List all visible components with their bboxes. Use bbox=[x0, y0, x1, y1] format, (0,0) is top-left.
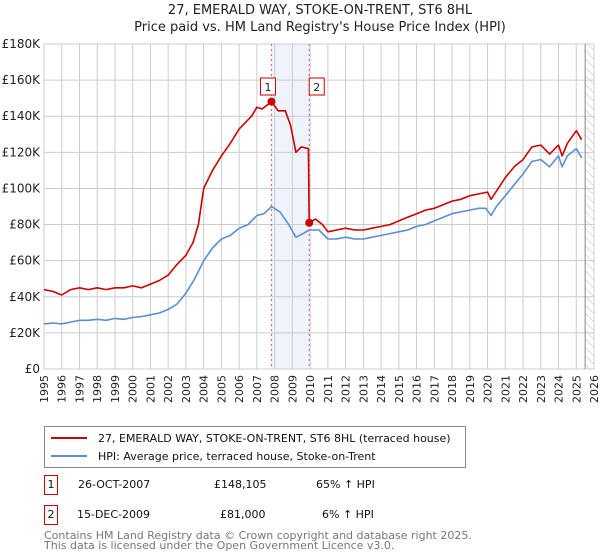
legend-swatch-hpi bbox=[51, 455, 87, 457]
x-tick-label: 2010 bbox=[304, 375, 317, 403]
sale-label: 1 bbox=[264, 81, 271, 94]
hpi-line bbox=[43, 147, 583, 325]
x-tick-label: 2015 bbox=[393, 375, 406, 403]
x-tick-label: 2005 bbox=[215, 375, 228, 403]
legend-item-property: 27, EMERALD WAY, STOKE-ON-TRENT, ST6 8HL… bbox=[51, 430, 451, 446]
y-tick-label: £0 bbox=[25, 362, 40, 376]
x-tick-label: 2009 bbox=[286, 375, 299, 403]
x-tick-label: 2022 bbox=[517, 375, 530, 403]
x-tick-label: 2002 bbox=[162, 375, 175, 403]
plot-area bbox=[44, 44, 594, 369]
footer: Contains HM Land Registry data © Crown c… bbox=[44, 529, 472, 552]
x-tick-label: 2003 bbox=[180, 375, 193, 403]
x-tick-label: 2014 bbox=[375, 375, 388, 403]
y-tick-label: £140K bbox=[2, 109, 42, 123]
sale-date: 15-DEC-2009 bbox=[77, 508, 151, 521]
legend-item-hpi: HPI: Average price, terraced house, Stok… bbox=[51, 448, 376, 464]
y-tick-label: £60K bbox=[9, 254, 41, 268]
y-tick-label: £100K bbox=[2, 181, 42, 195]
y-tick-label: £160K bbox=[2, 73, 42, 87]
x-tick-label: 2007 bbox=[251, 375, 264, 403]
x-tick-label: 2026 bbox=[588, 375, 600, 403]
ownership-shade bbox=[271, 44, 310, 369]
x-tick-label: 2025 bbox=[570, 375, 583, 403]
y-tick-label: £120K bbox=[2, 145, 42, 159]
x-tick-label: 2011 bbox=[322, 375, 335, 403]
sale-row-1: 1 26-OCT-2007 £148,105 65% ↑ HPI bbox=[44, 475, 444, 495]
sale-row-2: 2 15-DEC-2009 £81,000 6% ↑ HPI bbox=[44, 505, 444, 525]
x-tick-label: 2021 bbox=[499, 375, 512, 403]
legend: 27, EMERALD WAY, STOKE-ON-TRENT, ST6 8HL… bbox=[44, 426, 466, 468]
x-tick-label: 2019 bbox=[464, 375, 477, 403]
chart-title: 27, EMERALD WAY, STOKE-ON-TRENT, ST6 8HL bbox=[167, 3, 473, 18]
x-tick-label: 2018 bbox=[446, 375, 459, 403]
sale-label: 2 bbox=[313, 81, 320, 94]
sale-point bbox=[305, 218, 314, 227]
x-tick-label: 2004 bbox=[198, 375, 211, 403]
footer-copyright: Contains HM Land Registry data © Crown c… bbox=[44, 529, 472, 542]
x-tick-label: 1996 bbox=[56, 375, 69, 403]
property-price-line bbox=[43, 100, 583, 296]
y-tick-label: £40K bbox=[9, 290, 41, 304]
sale-hpi-change: 65% ↑ HPI bbox=[316, 478, 375, 491]
y-tick-label: £180K bbox=[2, 37, 42, 51]
legend-label-property: 27, EMERALD WAY, STOKE-ON-TRENT, ST6 8HL… bbox=[98, 431, 451, 445]
x-tick-label: 2020 bbox=[482, 375, 495, 403]
legend-swatch-property bbox=[51, 437, 87, 439]
sale-price: £148,105 bbox=[214, 478, 267, 491]
sale-point bbox=[267, 97, 276, 106]
sale-hpi-change: 6% ↑ HPI bbox=[322, 508, 374, 521]
x-tick-label: 1999 bbox=[109, 375, 122, 403]
y-tick-label: £80K bbox=[9, 218, 41, 232]
x-tick-label: 2001 bbox=[144, 375, 157, 403]
x-tick-label: 2013 bbox=[357, 375, 370, 403]
x-tick-label: 2017 bbox=[428, 375, 441, 403]
forecast-hatch bbox=[585, 44, 594, 369]
sale-label-box bbox=[308, 77, 325, 96]
x-tick-label: 2024 bbox=[553, 375, 566, 403]
y-tick-label: £20K bbox=[9, 326, 41, 340]
x-tick-label: 2000 bbox=[127, 375, 140, 403]
x-tick-label: 2006 bbox=[233, 375, 246, 403]
sale-marker: 2 bbox=[44, 505, 58, 525]
chart-subtitle: Price paid vs. HM Land Registry's House … bbox=[134, 20, 506, 35]
x-tick-label: 1995 bbox=[38, 375, 51, 403]
x-tick-label: 2012 bbox=[340, 375, 353, 403]
x-tick-label: 2023 bbox=[535, 375, 548, 403]
sale-marker: 1 bbox=[44, 475, 58, 495]
x-tick-label: 2016 bbox=[411, 375, 424, 403]
x-tick-label: 1998 bbox=[91, 375, 104, 403]
sale-date: 26-OCT-2007 bbox=[78, 478, 151, 491]
x-tick-label: 1997 bbox=[73, 375, 86, 403]
legend-label-hpi: HPI: Average price, terraced house, Stok… bbox=[98, 449, 376, 463]
sale-price: £81,000 bbox=[220, 508, 266, 521]
price-chart: 1 2 1995 1996 1997 1998 1999 2000 2001 2002 2003 2… bbox=[2, 37, 600, 403]
x-tick-label: 2008 bbox=[269, 375, 282, 403]
sale-label-box bbox=[259, 77, 276, 96]
footer-licence: This data is licensed under the Open Gov… bbox=[44, 539, 395, 552]
